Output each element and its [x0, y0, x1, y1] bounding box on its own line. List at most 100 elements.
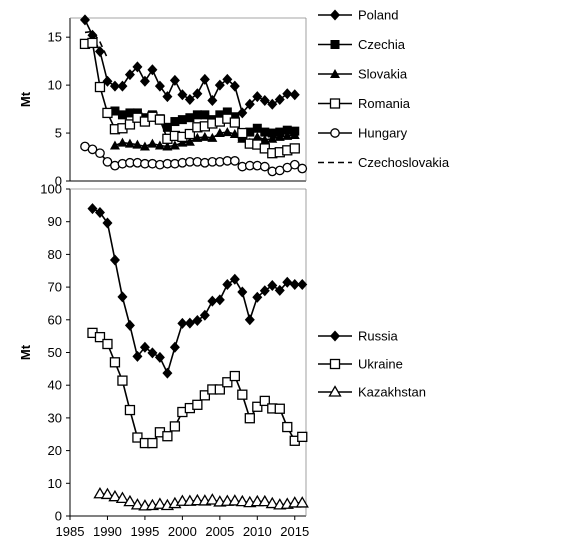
- data-point-czechia: [222, 107, 232, 117]
- data-point-czechia: [125, 108, 135, 118]
- data-point-czechia: [110, 106, 120, 116]
- data-point-kazakhstan: [258, 494, 272, 507]
- data-point-poland: [252, 91, 263, 103]
- data-point-ukraine: [259, 395, 270, 407]
- data-point-romania: [87, 37, 98, 49]
- data-point-slovakia: [124, 138, 135, 148]
- legend-label: Czechoslovakia: [358, 155, 450, 170]
- data-point-poland: [154, 80, 165, 92]
- data-point-slovakia: [222, 127, 233, 137]
- series-czechoslovakia: [84, 30, 109, 59]
- data-point-romania: [184, 128, 196, 140]
- data-point-hungary: [95, 148, 105, 159]
- data-point-czechia: [282, 125, 292, 135]
- data-point-ukraine: [214, 384, 225, 395]
- data-point-czechia: [215, 110, 225, 120]
- legend-item-czechoslovakia: Czechoslovakia: [318, 155, 450, 170]
- legend-marker: [330, 330, 340, 342]
- data-point-ukraine: [162, 431, 173, 442]
- legend-item-slovakia: Slovakia: [318, 67, 408, 82]
- legend-marker: [328, 385, 342, 397]
- legend-item-ukraine: Ukraine: [318, 357, 403, 372]
- data-point-poland: [132, 61, 143, 73]
- y-axis-label: Mt: [18, 344, 33, 360]
- data-point-ukraine: [169, 421, 181, 432]
- legend-marker: [330, 69, 340, 78]
- y-tick-label: 40: [48, 378, 62, 393]
- data-point-poland: [267, 98, 278, 110]
- data-point-ukraine: [94, 331, 106, 343]
- data-point-romania: [289, 143, 300, 154]
- data-point-slovakia: [274, 131, 285, 141]
- y-tick-label: 70: [48, 280, 62, 295]
- series-line-czechoslovakia: [84, 30, 109, 59]
- data-point-slovakia: [192, 132, 203, 142]
- data-point-poland: [259, 94, 270, 106]
- data-point-hungary: [259, 161, 270, 172]
- data-point-russia: [267, 279, 278, 291]
- data-point-hungary: [289, 159, 300, 170]
- data-point-ukraine: [109, 357, 121, 368]
- data-point-slovakia: [267, 133, 278, 143]
- data-point-kazakhstan: [205, 493, 219, 505]
- data-point-kazakhstan: [115, 491, 130, 503]
- data-point-russia: [214, 294, 225, 306]
- data-point-slovakia: [117, 137, 128, 147]
- legend-label: Romania: [358, 96, 411, 111]
- data-point-russia: [87, 203, 98, 215]
- data-point-russia: [192, 314, 203, 326]
- data-point-ukraine: [229, 370, 240, 382]
- data-point-poland: [274, 94, 285, 105]
- x-tick-label: 1990: [93, 524, 122, 539]
- data-point-russia: [102, 217, 113, 229]
- data-point-kazakhstan: [265, 496, 279, 509]
- y-tick-label: 15: [48, 30, 62, 45]
- data-point-kazakhstan: [123, 494, 137, 507]
- data-point-slovakia: [169, 140, 180, 150]
- data-point-kazakhstan: [93, 486, 107, 499]
- data-point-russia: [177, 317, 188, 329]
- data-point-ukraine: [222, 377, 233, 388]
- data-point-kazakhstan: [130, 498, 145, 510]
- data-point-ukraine: [282, 421, 293, 433]
- data-point-ukraine: [297, 431, 308, 443]
- y-tick-label: 0: [55, 509, 62, 524]
- legend-marker: [330, 40, 340, 49]
- data-point-hungary: [297, 163, 308, 174]
- data-point-czechia: [177, 115, 187, 125]
- data-point-czechia: [200, 110, 210, 120]
- legend-item-romania: Romania: [318, 96, 411, 111]
- data-point-poland: [289, 89, 300, 101]
- series-ukraine: [87, 327, 308, 449]
- data-point-czechia: [252, 123, 262, 133]
- legend-item-poland: Poland: [318, 8, 398, 23]
- data-point-hungary: [87, 144, 98, 155]
- legend-label: Slovakia: [358, 67, 408, 82]
- data-point-czechia: [162, 122, 172, 132]
- x-tick-label: 2005: [205, 524, 234, 539]
- data-point-russia: [282, 276, 293, 288]
- data-point-kazakhstan: [190, 493, 204, 506]
- legend-marker: [329, 358, 341, 370]
- data-point-russia: [229, 273, 240, 285]
- data-point-slovakia: [154, 140, 165, 150]
- data-point-russia: [207, 295, 218, 307]
- legend-label: Czechia: [358, 37, 406, 52]
- legend-label: Hungary: [358, 126, 408, 141]
- y-tick-label: 100: [40, 182, 62, 197]
- data-point-slovakia: [162, 141, 173, 151]
- data-point-czechia: [260, 127, 270, 137]
- data-point-poland: [237, 107, 248, 119]
- y-tick-label: 50: [48, 345, 62, 360]
- data-point-russia: [259, 285, 270, 297]
- data-point-hungary: [229, 156, 240, 166]
- data-point-russia: [199, 309, 210, 321]
- data-point-romania: [102, 107, 113, 119]
- data-point-poland: [244, 98, 255, 110]
- legend-label: Kazakhstan: [358, 385, 426, 400]
- data-point-hungary: [102, 156, 113, 167]
- data-point-slovakia: [214, 128, 225, 138]
- data-point-poland: [147, 64, 158, 76]
- data-point-ukraine: [117, 375, 128, 386]
- data-point-russia: [184, 317, 195, 329]
